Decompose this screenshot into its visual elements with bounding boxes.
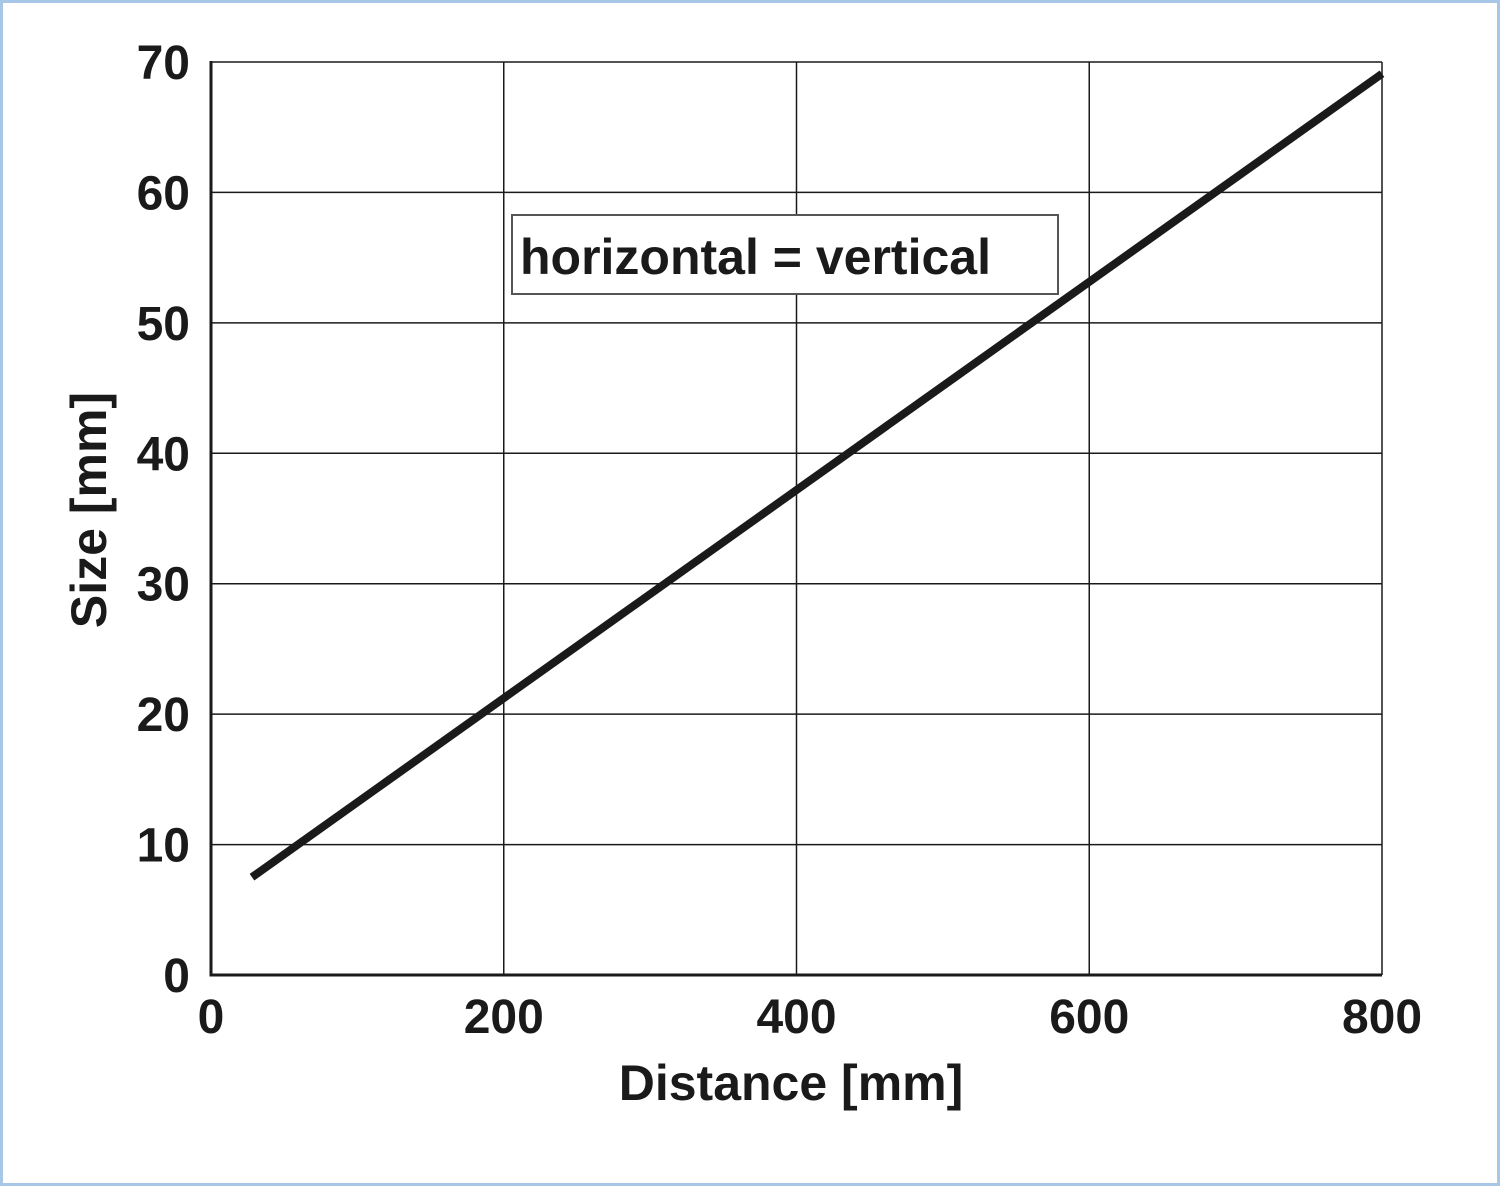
y-tick-label: 40 (137, 428, 190, 481)
x-tick-label: 0 (198, 991, 225, 1044)
annotation-text: horizontal = vertical (520, 229, 991, 285)
x-tick-label: 600 (1049, 991, 1129, 1044)
x-tick-labels: 0 200 400 600 800 (198, 991, 1422, 1044)
axes (209, 61, 1382, 977)
y-tick-label: 60 (137, 167, 190, 220)
y-tick-label: 30 (137, 559, 190, 612)
y-axis-label: Size [mm] (61, 392, 117, 628)
series-lines (249, 70, 1385, 881)
y-tick-labels: 0 10 20 30 40 50 60 70 (137, 37, 190, 1003)
y-tick-label: 0 (163, 950, 190, 1003)
y-tick-label: 70 (137, 37, 190, 90)
y-tick-label: 50 (137, 298, 190, 351)
annotation-border (511, 214, 1059, 295)
x-tick-label: 800 (1342, 991, 1422, 1044)
series-line (249, 70, 1385, 881)
x-tick-label: 400 (756, 991, 836, 1044)
x-axis-label: Distance [mm] (619, 1055, 964, 1111)
x-tick-label: 200 (464, 991, 544, 1044)
y-tick-label: 20 (137, 689, 190, 742)
annotation-box: horizontal = vertical (511, 214, 1059, 295)
y-tick-label: 10 (137, 820, 190, 873)
